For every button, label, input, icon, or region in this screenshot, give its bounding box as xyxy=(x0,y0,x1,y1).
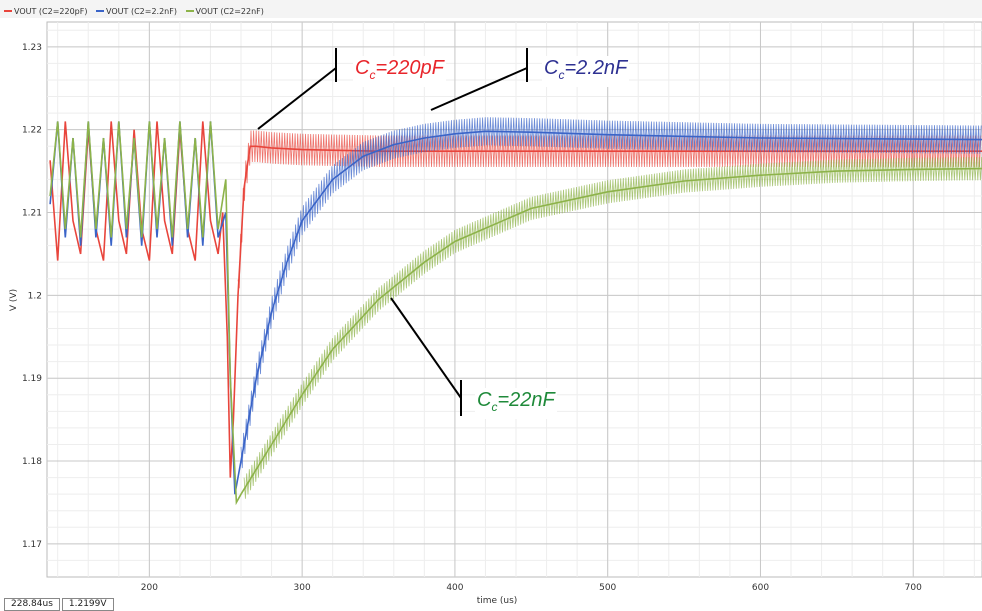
cursor-time-readout: 228.84us xyxy=(4,598,60,611)
annotation-220pf-c: C xyxy=(355,57,370,79)
x-tick-label: 300 xyxy=(294,583,311,593)
series-layer xyxy=(49,117,982,506)
y-tick-label: 1.22 xyxy=(22,126,42,136)
x-tick-label: 200 xyxy=(141,583,158,593)
legend-swatch-22nf xyxy=(185,10,194,12)
pointer-line-220pf xyxy=(257,67,337,130)
annotation-22nf-value: =22nF xyxy=(497,389,555,411)
x-tick-label: 500 xyxy=(599,583,616,593)
legend-swatch-220pf xyxy=(4,10,12,12)
y-tick-label: 1.19 xyxy=(22,374,42,384)
y-tick-label: 1.2 xyxy=(28,291,42,301)
legend-swatch-2-2nf xyxy=(96,10,105,12)
pointer-line-2-2nf xyxy=(430,67,528,111)
annotation-2-2nf-value: =2.2nF xyxy=(564,57,628,79)
grid xyxy=(47,22,982,577)
annotation-22nf-sub: c xyxy=(491,400,498,414)
annotation-2-2nf-sub: c xyxy=(558,68,565,82)
annotation-pointers xyxy=(257,48,528,416)
legend-label-22nf: VOUT (C2=22nF) xyxy=(195,6,264,16)
y-tick-label: 1.17 xyxy=(22,540,42,550)
y-axis-label: V (V) xyxy=(9,289,19,311)
legend-item-220pf[interactable]: VOUT (C2=220pF) xyxy=(4,7,87,16)
legend: VOUT (C2=220pF) VOUT (C2=2.2nF) VOUT (C2… xyxy=(4,5,270,19)
x-axis-label: time (us) xyxy=(477,596,518,606)
axes: 200 300 400 500 600 700 1.17 1.18 1.19 1.2 1.21 1.2… xyxy=(9,43,922,606)
legend-label-2-2nf: VOUT (C2=2.2nF) xyxy=(106,6,177,16)
annotation-220pf-sub: c xyxy=(369,68,376,82)
annotation-2-2nf: Cc=2.2nF xyxy=(542,56,630,87)
cursor-readout: 228.84us 1.2199V xyxy=(4,598,116,611)
pointer-line-22nf xyxy=(390,297,462,399)
legend-item-22nf[interactable]: VOUT (C2=22nF) xyxy=(185,6,264,16)
annotation-220pf: Cc=220pF xyxy=(353,56,446,87)
y-tick-label: 1.21 xyxy=(22,209,42,219)
y-tick-label: 1.18 xyxy=(22,457,42,467)
series-ripple-1 xyxy=(240,117,982,469)
plot-frame: 200 300 400 500 600 700 1.17 1.18 1.19 1.2 1.21 1.2… xyxy=(0,18,982,611)
x-tick-label: 700 xyxy=(905,583,922,593)
legend-item-2-2nf[interactable]: VOUT (C2=2.2nF) xyxy=(96,7,177,16)
series-line-0[interactable] xyxy=(49,121,982,478)
series-ripple-2 xyxy=(243,156,982,499)
annotation-22nf: Cc=22nF xyxy=(475,388,557,419)
y-tick-label: 1.23 xyxy=(22,43,42,53)
x-tick-label: 600 xyxy=(752,583,769,593)
annotation-22nf-c: C xyxy=(477,389,492,411)
chart-svg[interactable]: 200 300 400 500 600 700 1.17 1.18 1.19 1.2 1.21 1.2… xyxy=(0,18,982,611)
cursor-value-readout: 1.2199V xyxy=(61,598,114,611)
annotation-220pf-value: =220pF xyxy=(375,57,444,79)
annotation-2-2nf-c: C xyxy=(544,57,559,79)
x-tick-label: 400 xyxy=(446,583,463,593)
plot-background xyxy=(46,21,982,578)
legend-label-220pf: VOUT (C2=220pF) xyxy=(14,6,88,16)
series-line-2[interactable] xyxy=(49,121,982,506)
